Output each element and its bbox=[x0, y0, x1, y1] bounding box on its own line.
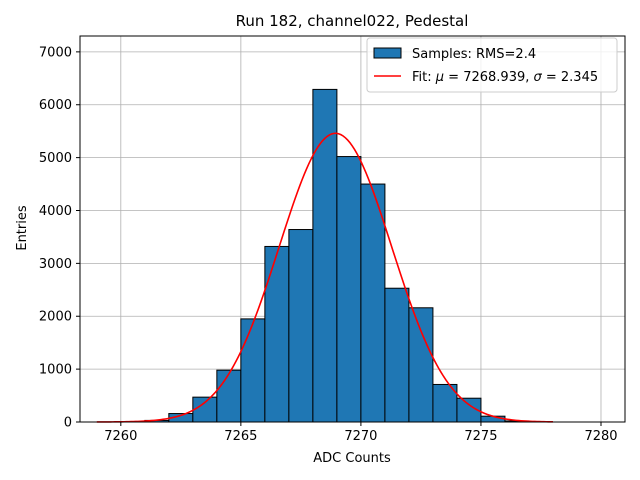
histogram-bar bbox=[192, 396, 218, 423]
histogram-bars bbox=[144, 88, 530, 423]
legend-label-samples: Samples: RMS=2.4 bbox=[412, 47, 536, 62]
histogram-bar bbox=[240, 318, 266, 423]
plot-frame bbox=[79, 35, 626, 423]
fit-sigma-text: = 2.345 bbox=[542, 70, 598, 85]
y-axis-label: Entries bbox=[15, 205, 30, 251]
histogram-bar bbox=[336, 156, 362, 423]
histogram-bar bbox=[384, 287, 410, 423]
x-tick-label: 7280 bbox=[584, 429, 617, 444]
y-tick-label: 2000 bbox=[39, 310, 72, 325]
legend-box bbox=[366, 37, 618, 93]
histogram-bar bbox=[216, 369, 242, 423]
y-tick-label: 1000 bbox=[39, 363, 72, 378]
legend: Samples: RMS=2.4 Fit: μ = 7268.939, σ = … bbox=[366, 37, 618, 93]
fit-label-prefix: Fit: bbox=[412, 70, 436, 85]
histogram-bar bbox=[312, 88, 338, 423]
y-tick-label: 4000 bbox=[39, 204, 72, 219]
legend-label-fit: Fit: μ = 7268.939, σ = 2.345 bbox=[412, 70, 598, 85]
x-tick-label: 7260 bbox=[104, 429, 137, 444]
y-tick-label: 5000 bbox=[39, 151, 72, 166]
x-axis-label: ADC Counts bbox=[313, 451, 391, 466]
y-tick-label: 3000 bbox=[39, 257, 72, 272]
chart-title: Run 182, channel022, Pedestal bbox=[236, 12, 469, 30]
x-axis-ticks: 7260 7265 7270 7275 7280 bbox=[104, 422, 618, 444]
y-tick-label: 0 bbox=[64, 416, 72, 431]
legend-swatch-samples bbox=[373, 47, 402, 59]
x-tick-label: 7275 bbox=[464, 429, 497, 444]
y-axis-ticks: 0 1000 2000 3000 4000 5000 6000 7000 bbox=[39, 45, 80, 431]
y-tick-label: 6000 bbox=[39, 98, 72, 113]
fit-curve bbox=[96, 132, 553, 423]
fit-mu-text: = 7268.939, bbox=[444, 70, 533, 85]
histogram-bar bbox=[288, 229, 314, 423]
histogram-bar bbox=[264, 245, 290, 423]
histogram-bar bbox=[360, 183, 386, 423]
x-tick-label: 7265 bbox=[224, 429, 257, 444]
fit-sigma-symbol: σ bbox=[534, 70, 543, 85]
x-tick-label: 7270 bbox=[344, 429, 377, 444]
histogram-bar bbox=[408, 307, 434, 423]
fit-mu-symbol: μ bbox=[435, 70, 444, 85]
y-tick-label: 7000 bbox=[39, 45, 72, 60]
